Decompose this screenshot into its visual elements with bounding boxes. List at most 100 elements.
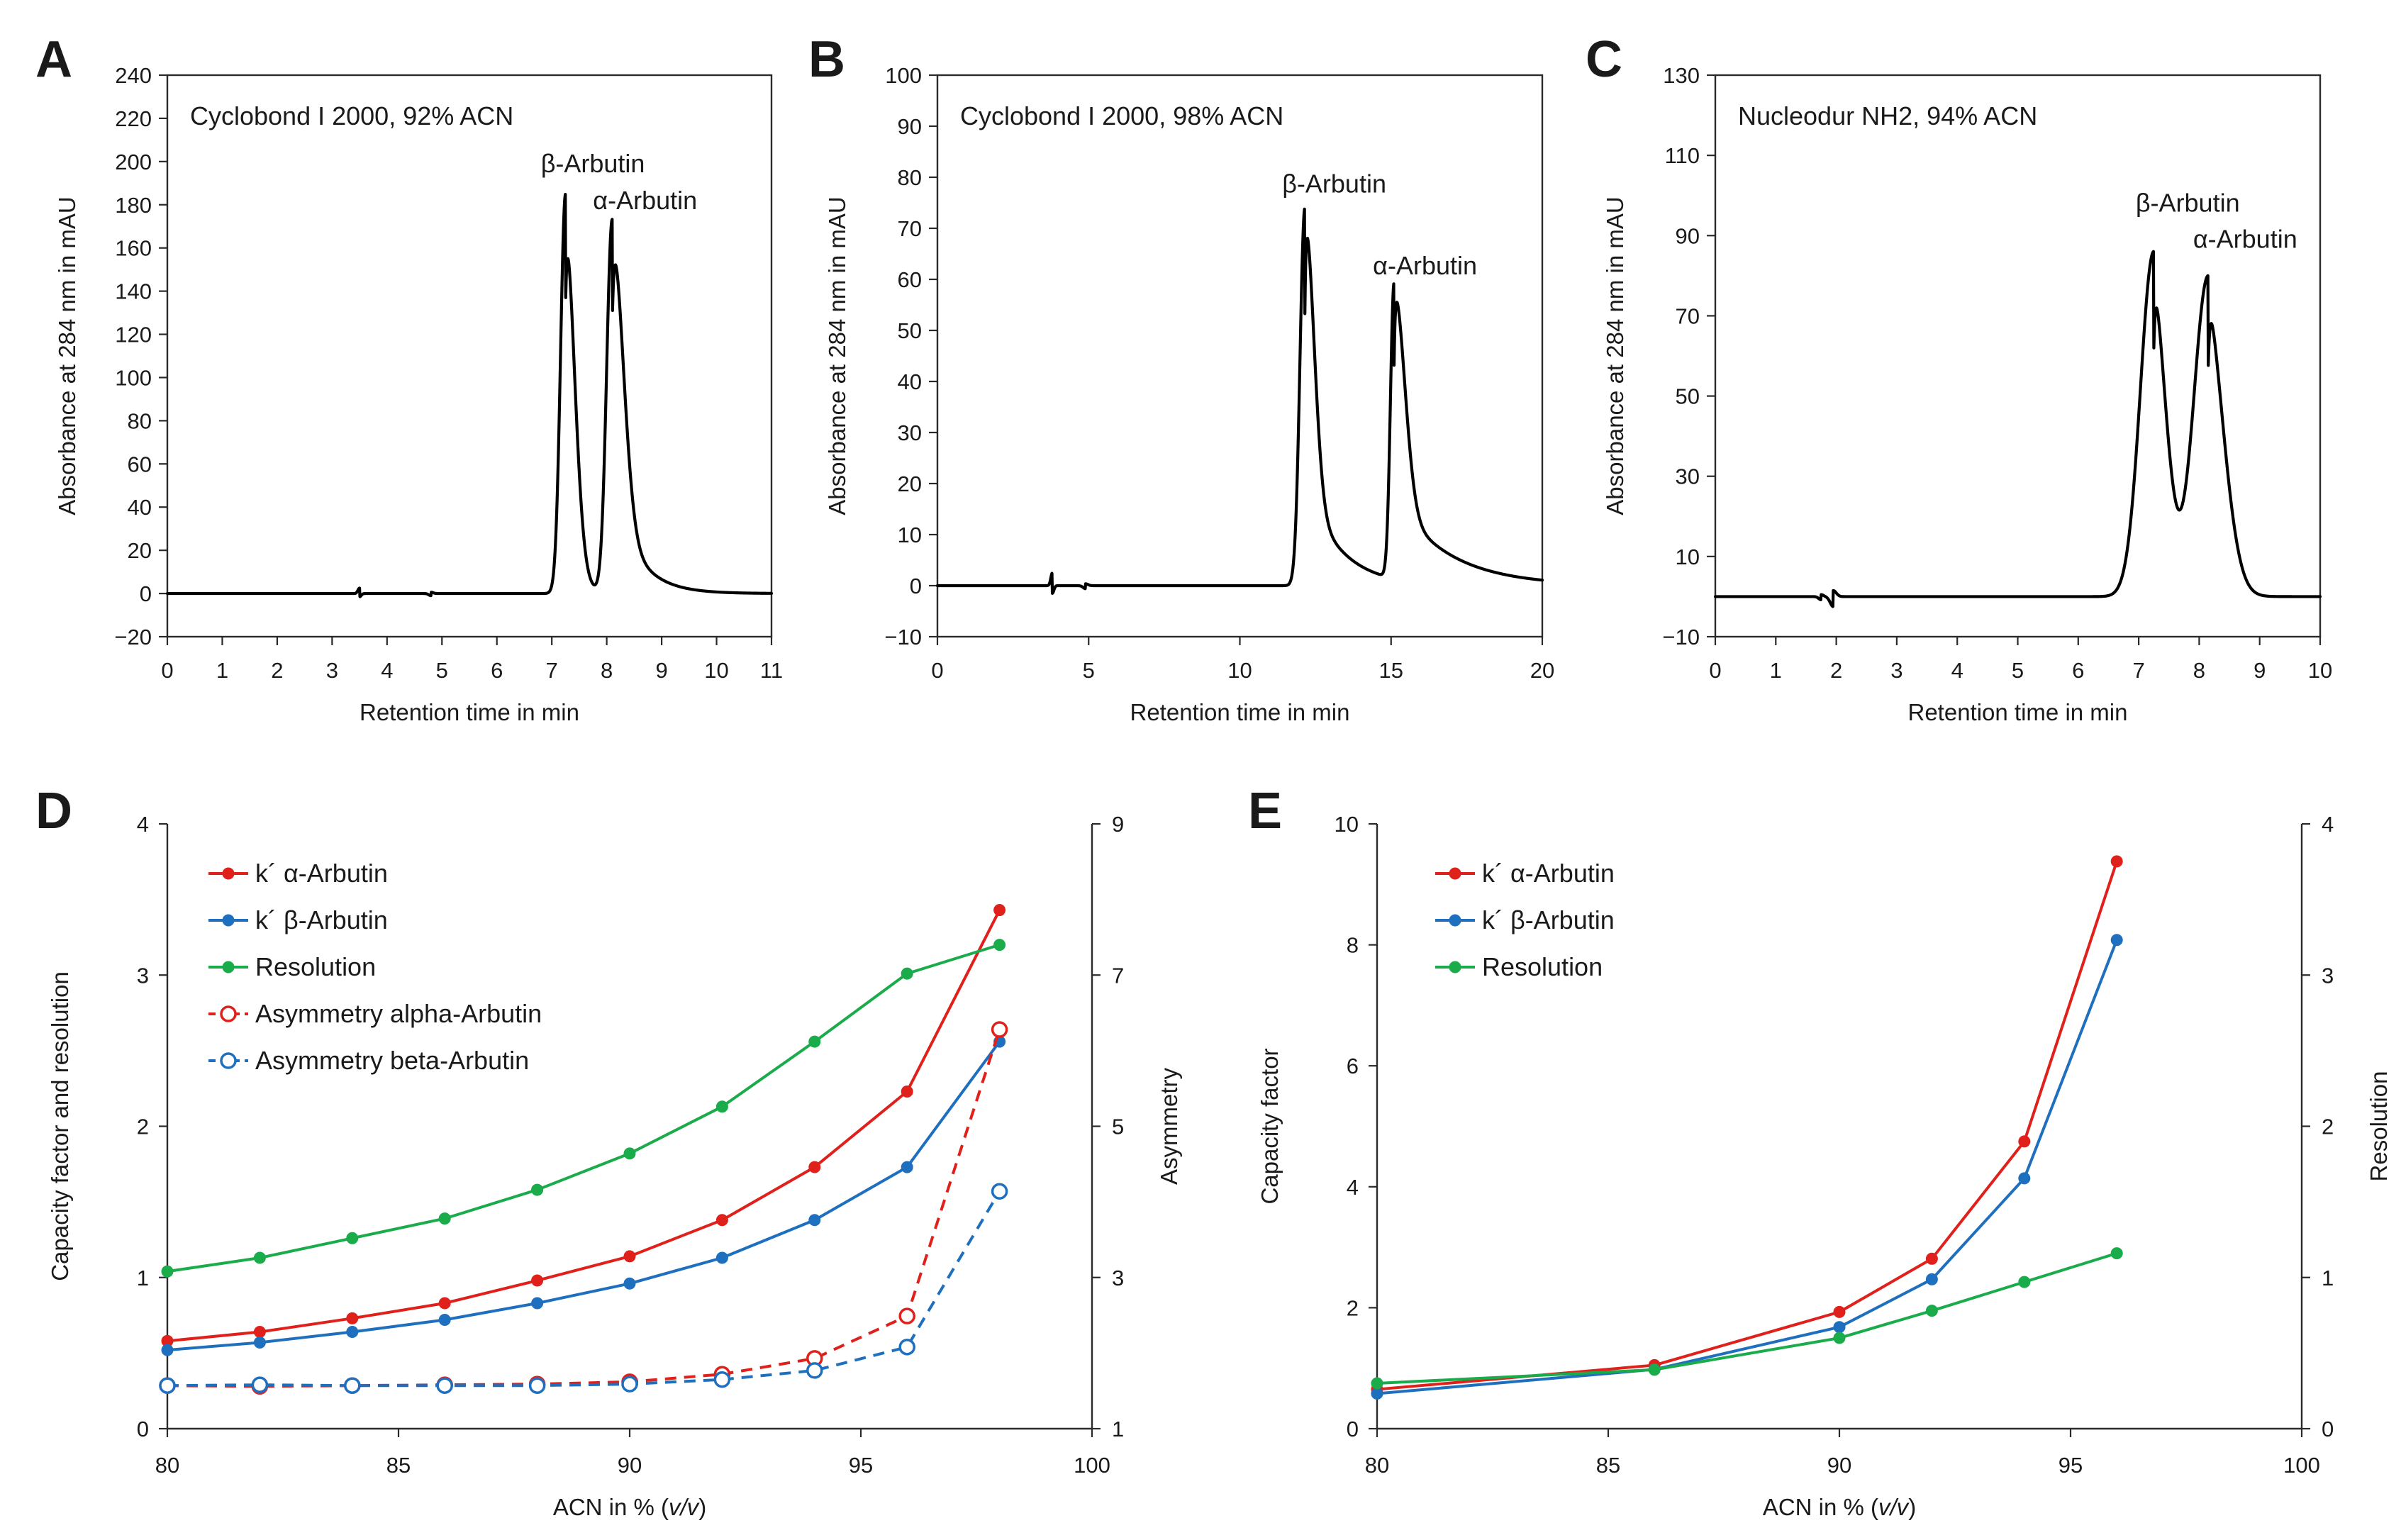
x-tick-label: 2 [271,658,283,683]
y-tick-label: −20 [114,625,152,649]
y-tick-label: 1 [137,1266,149,1290]
y-tick-label: 30 [1676,464,1700,489]
y-tick-label: 110 [1665,143,1700,168]
x-tick-label: 9 [655,658,667,683]
plot-area-frame [166,74,773,638]
x-tick-label: 0 [161,658,173,683]
panel-a-chromatogram: 0 1 2 3 4 5 6 7 8 9 10 11 −20 0 20 40 60 80 100 120 140 160 18… [35,31,783,725]
x-tick-label: 6 [2072,658,2084,683]
peak-label: β-Arbutin [1282,169,1386,199]
data-point [531,1297,544,1310]
data-point [2110,934,2123,947]
legend-marker [1449,961,1461,973]
panel-letter: B [808,31,845,88]
legend-label: Asymmetry beta-Arbutin [255,1046,529,1075]
data-point [623,1147,636,1160]
legend-label: k´ β-Arbutin [255,905,388,934]
x-axis-label: Retention time in min [360,699,579,725]
x-axis-label: ACN in % (v/v) [553,1494,706,1520]
x-tick-label: 5 [1083,658,1095,683]
data-point [438,1313,451,1326]
y-tick-label: 70 [898,216,922,241]
y-tick-label: 10 [1676,545,1700,569]
data-point [715,1100,728,1113]
x-tick-label: 1 [1770,658,1782,683]
x-axis-label: Retention time in min [1130,699,1350,725]
data-point [898,1339,915,1356]
data-point [2110,1247,2123,1260]
data-point [528,1377,546,1394]
data-point [161,1265,174,1278]
data-point [1833,1332,1846,1344]
data-point [2018,1135,2031,1148]
chromatogram-trace [935,207,1544,595]
panel-letter: E [1248,783,1282,839]
x-tick-label: 5 [436,658,448,683]
x-tick-label: 95 [2059,1453,2083,1478]
series-line [167,909,1001,1343]
legend-label: Resolution [1482,952,1603,981]
data-point [623,1250,636,1263]
x-tick-label: 5 [2012,658,2024,683]
series-line [1376,939,2119,1395]
panel-subtitle: Cyclobond I 2000, 98% ACN [960,101,1283,130]
y-tick-label: 20 [128,538,152,563]
y-tick-label: 140 [115,279,152,304]
data-point [1833,1321,1846,1334]
data-point [2018,1276,2031,1288]
panel-letter: D [35,783,72,839]
x-tick-label: 10 [1227,658,1252,683]
legend-label: Resolution [255,952,376,981]
x-tick-label: 100 [2283,1453,2320,1478]
x-tick-label: 1 [216,658,228,683]
series-line [167,1029,1001,1388]
series-line [1376,1251,2117,1385]
y-tick-label: 3 [137,963,149,988]
y-axis-label: Capacity factor [1257,1048,1283,1204]
y2-tick-label: 9 [1112,812,1124,837]
y-axis-label: Absorbance at 284 nm in mAU [824,196,850,515]
y-tick-label: 10 [1335,812,1359,837]
y-tick-label: 0 [1347,1417,1359,1441]
y-tick-label: 0 [910,574,922,598]
y-tick-label: 100 [885,63,922,88]
panel-b-chromatogram: 0 5 10 15 20 −10 0 10 20 30 40 50 60 70 80 90 100 Retenti… [808,31,1554,725]
data-point [438,1297,451,1310]
data-point [808,1214,821,1227]
legend-label: Asymmetry alpha-Arbutin [255,999,542,1028]
x-tick-label: 90 [1827,1453,1851,1478]
x-tick-label: 8 [2193,658,2205,683]
x-tick-label: 15 [1379,658,1403,683]
data-point [623,1277,636,1290]
y-tick-label: 60 [128,452,152,476]
y-tick-label: 6 [1347,1054,1359,1078]
data-point [346,1312,359,1324]
series-line [167,1190,1001,1388]
y2-tick-label: 1 [1112,1417,1124,1441]
data-point [621,1376,638,1393]
y-tick-label: 8 [1347,933,1359,958]
data-point [159,1377,176,1394]
data-point [901,1161,913,1173]
x-tick-label: 95 [849,1453,873,1478]
x-tick-label: 80 [1365,1453,1389,1478]
y-axis-label: Capacity factor and resolution [47,971,73,1281]
y-tick-label: 220 [115,106,152,131]
data-point [531,1183,544,1196]
y-tick-label: 180 [115,193,152,218]
y2-tick-label: 5 [1112,1115,1124,1139]
series-line [167,1040,1001,1352]
data-point [2018,1172,2031,1185]
legend-marker [1449,867,1461,880]
x-tick-label: 10 [704,658,728,683]
peak-label: α-Arbutin [1373,251,1477,280]
x-tick-label: 85 [386,1453,411,1478]
y-tick-label: 80 [128,408,152,433]
y2-tick-label: 1 [2322,1266,2334,1290]
y-tick-label: 130 [1663,63,1700,88]
data-point [1925,1273,1938,1285]
data-point [991,1183,1008,1200]
data-point [808,1161,821,1173]
